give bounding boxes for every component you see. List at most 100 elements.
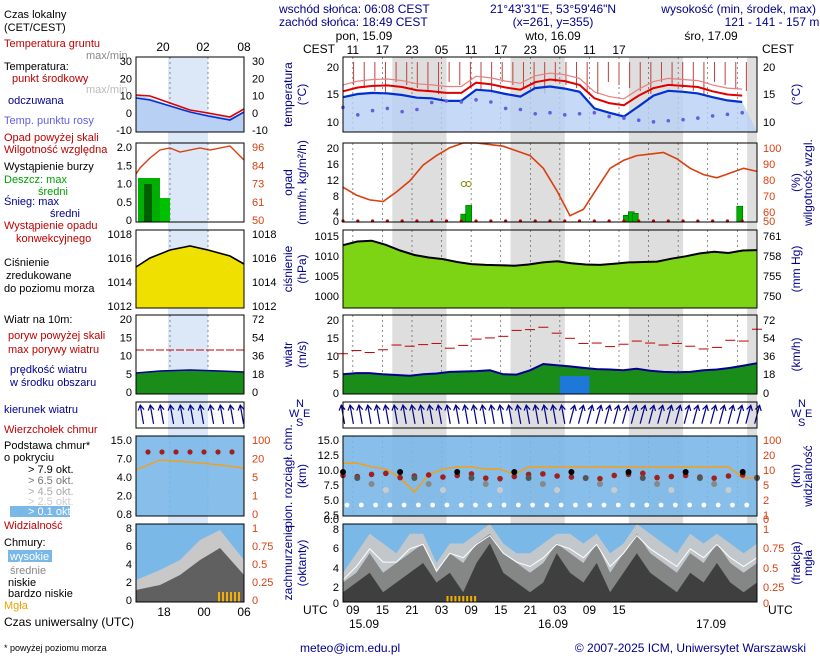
axis-unit-right: (frakcja) [789,541,803,584]
legend-pressure: Ciśnienie [4,257,49,269]
local-time-label: Czas lokalny [4,9,67,21]
wind-arrow [683,404,692,424]
cloud-base-dot-thin [744,502,750,508]
cloud-base-dot [682,469,689,475]
wind-arrow [479,404,487,424]
mini-rain-dark [144,184,152,222]
cloud-base-dot-thin [373,502,378,508]
y-tick: 15 [327,89,339,101]
legend-wind: w środku obszaru [9,377,96,389]
wind-arrow-head [596,404,604,412]
wind-arrow-shaft [393,406,399,424]
cloud-base-dot [568,469,575,475]
mini-y-tick: 15.0 [111,435,132,447]
mini-y-tick: 8 [126,523,132,535]
legend-precip: konwekcyjnego [16,233,91,245]
y2-tick: 1 [763,510,769,522]
mini-fog-bar [238,592,240,602]
day-label: śro, 17.09 [684,29,738,43]
hour-bottom: 15 [494,603,508,617]
wind-arrow [417,404,425,424]
mini-panel-border [135,56,245,133]
legend-wind: max porywy wiatru [8,344,99,356]
mini-y-tick: 1016 [108,253,132,265]
dew-point [562,113,567,117]
mini-wind-arrow-head [147,404,155,411]
mini-cloud-top [215,449,221,455]
wind-arrow-head [382,404,390,411]
mini-hour-bottom: 18 [157,605,171,619]
mini-pressure-area [136,246,244,308]
wind-arrow [523,404,531,424]
cloud-base-dot [725,487,732,493]
mini-hour-top: 02 [196,40,210,54]
cloud-base-dot-thin [544,502,550,508]
wind-arrow-head [702,404,709,412]
mini-y-tick: 2.0 [117,491,132,503]
y-tick: 6 [333,543,339,555]
mini-y-tick: 10 [120,351,132,363]
cloud-base-dot-thin [415,502,421,508]
wind-arrow-head [470,404,478,411]
y2-tick: 60 [763,207,775,219]
wind-arrow-shaft [736,406,743,424]
wind-arrow-head [719,404,727,412]
y2-tick: 758 [763,251,781,263]
y-tick: 15.0 [318,435,339,447]
cloud-top-dot [725,473,732,479]
wind-arrow-shaft [481,406,487,424]
wind-arrow [505,404,513,424]
y-tick: 16 [327,159,339,171]
wind-arrow-shaft [674,406,681,424]
legend-precip: Śnieg: max [4,195,60,208]
wind-arrow [577,404,586,424]
legend-precip: średni [38,186,68,198]
wind-arrow-head [488,404,496,411]
wind-arrow-shaft [569,406,575,424]
hour-bottom: 21 [405,603,419,617]
footer-date: 15.09 [349,617,379,631]
wind-arrow-head [373,404,381,411]
mini-wind-arrow-shaft [159,406,165,424]
mini-y2-tick: 1016 [252,253,276,265]
y2-tick: 0 [763,388,769,400]
wind-arrow-head [347,404,355,411]
tz-left: CEST [303,42,336,56]
mini-fog-bar [226,592,228,602]
cloud-top-dot [554,473,560,479]
cloud-base-dot-thin [601,502,607,508]
y-tick: 2 [333,582,339,594]
y2-tick: 15 [763,89,775,101]
legend-wind: Wiatr na 10m: [4,314,72,326]
axis-unit-right: (km) [789,464,803,488]
cloud-top-dot [425,472,432,478]
cloud-top-dot [611,472,618,479]
wind-arrow-head [675,404,683,412]
mini-cloud-top [229,449,235,455]
mini-y2-tick: -10 [252,125,268,137]
wind-arrow-head [631,404,639,412]
mini-y2-tick: 0.5 [252,559,267,571]
copyright: © 2007-2025 ICM, Uniwersytet Warszawski [575,641,806,655]
mini-cloud-top [201,449,207,455]
wind-arrow-shaft [552,406,557,424]
legend-temp: Temperatura gruntu [4,38,100,50]
grid-text: (x=261, y=355) [513,15,594,29]
wind-arrow [630,404,639,424]
axis-unit: (km) [295,464,309,488]
y-tick: 12.5 [318,450,339,462]
temp-feel-line [342,85,743,118]
wind-arrow-head [435,404,443,411]
mini-wind-arrow-shaft [199,406,205,424]
mini-y-tick: 0 [126,215,132,227]
cloud-top-dot [668,473,675,480]
dew-point [489,100,493,104]
legend-wind: poryw powyżej skali [8,330,105,342]
panel-border [342,435,758,517]
cloud-base-dot-thin [515,502,521,508]
wind-arrow [356,404,364,424]
wind-arrow-head [417,404,425,411]
visibility-line [343,462,757,494]
cloud-base-dot-thin [658,502,664,508]
dew-point [696,116,700,120]
